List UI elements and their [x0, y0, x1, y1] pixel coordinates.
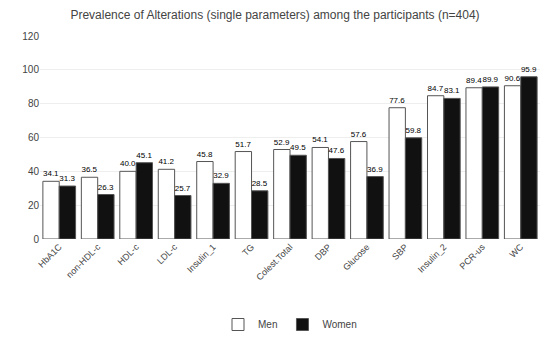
svg-text:51.7: 51.7: [235, 140, 251, 149]
svg-text:95.9: 95.9: [521, 65, 537, 74]
svg-text:80: 80: [28, 98, 40, 109]
svg-text:89.4: 89.4: [466, 76, 482, 85]
svg-text:Colest.Total: Colest.Total: [254, 242, 294, 282]
svg-text:90.6: 90.6: [505, 74, 521, 83]
svg-text:32.9: 32.9: [213, 171, 229, 180]
svg-text:Glucose: Glucose: [341, 242, 371, 272]
svg-text:HDL-c: HDL-c: [116, 242, 141, 267]
svg-text:31.3: 31.3: [59, 174, 75, 183]
svg-text:84.7: 84.7: [428, 84, 444, 93]
svg-text:PCR-us: PCR-us: [458, 242, 488, 272]
svg-text:Insulin_2: Insulin_2: [416, 242, 449, 275]
svg-text:89.9: 89.9: [482, 75, 498, 84]
svg-text:100: 100: [22, 64, 39, 75]
svg-text:SBP: SBP: [390, 242, 410, 262]
svg-text:Men: Men: [258, 319, 277, 330]
svg-text:40.0: 40.0: [120, 159, 136, 168]
svg-text:non-HDL-c: non-HDL-c: [64, 242, 102, 280]
svg-text:26.3: 26.3: [98, 183, 114, 192]
svg-text:83.1: 83.1: [444, 86, 460, 95]
svg-text:Women: Women: [322, 319, 356, 330]
svg-text:40: 40: [28, 166, 40, 177]
svg-text:45.1: 45.1: [136, 151, 152, 160]
svg-text:34.1: 34.1: [43, 169, 59, 178]
svg-text:36.9: 36.9: [367, 165, 383, 174]
svg-text:45.8: 45.8: [197, 150, 213, 159]
svg-text:Prevalence of Alterations (sin: Prevalence of Alterations (single parame…: [70, 8, 479, 22]
svg-text:36.5: 36.5: [81, 165, 97, 174]
svg-text:60: 60: [28, 132, 40, 143]
svg-text:41.2: 41.2: [158, 157, 174, 166]
svg-text:20: 20: [28, 200, 40, 211]
svg-text:54.1: 54.1: [312, 135, 328, 144]
svg-text:LDL-c: LDL-c: [155, 242, 179, 266]
svg-text:52.9: 52.9: [274, 138, 290, 147]
svg-text:47.6: 47.6: [329, 146, 345, 155]
svg-text:25.7: 25.7: [175, 184, 191, 193]
svg-text:120: 120: [22, 31, 39, 42]
svg-text:59.8: 59.8: [405, 126, 421, 135]
svg-text:Insulin_1: Insulin_1: [185, 242, 218, 275]
svg-text:TG: TG: [240, 242, 256, 258]
svg-text:49.5: 49.5: [290, 143, 306, 152]
svg-text:57.6: 57.6: [351, 130, 367, 139]
svg-text:0: 0: [33, 234, 39, 245]
svg-text:HbA1C: HbA1C: [36, 242, 64, 270]
svg-text:28.5: 28.5: [252, 179, 268, 188]
svg-text:WC: WC: [508, 242, 526, 260]
svg-text:DBP: DBP: [313, 242, 333, 262]
svg-text:77.6: 77.6: [389, 96, 405, 105]
